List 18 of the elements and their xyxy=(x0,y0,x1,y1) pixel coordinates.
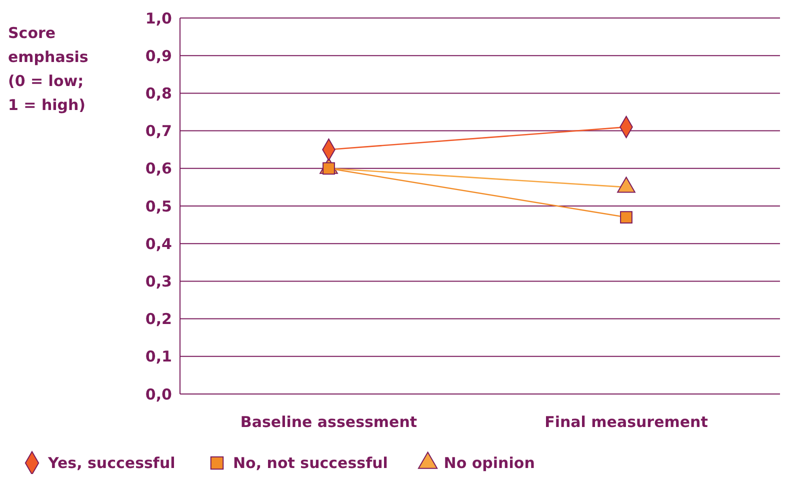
y-tick-label: 0,5 xyxy=(145,197,172,216)
y-tick-label: 0,4 xyxy=(145,234,172,253)
y-axis-title: Score emphasis (0 = low; 1 = high) xyxy=(8,24,88,114)
y-tick-label: 0,2 xyxy=(145,310,172,328)
y-tick-label: 1,0 xyxy=(145,9,172,28)
y-tick-label: 0,9 xyxy=(145,46,172,65)
y-tick-label: 0,3 xyxy=(145,272,172,290)
legend-label: No opinion xyxy=(444,454,535,472)
legend-label: Yes, successful xyxy=(47,454,176,472)
y-tick-label: 0,8 xyxy=(145,84,172,102)
x-tick-label: Final measurement xyxy=(544,413,708,431)
y-tick-label: 0,1 xyxy=(145,348,172,366)
point xyxy=(620,211,632,224)
y-tick-label: 0,0 xyxy=(145,385,172,404)
legend-label: No, not successful xyxy=(233,454,388,472)
y-tick-label: 0,6 xyxy=(145,160,172,178)
x-tick-label: Baseline assessment xyxy=(240,413,418,431)
y-tick-label: 0,7 xyxy=(145,122,172,140)
